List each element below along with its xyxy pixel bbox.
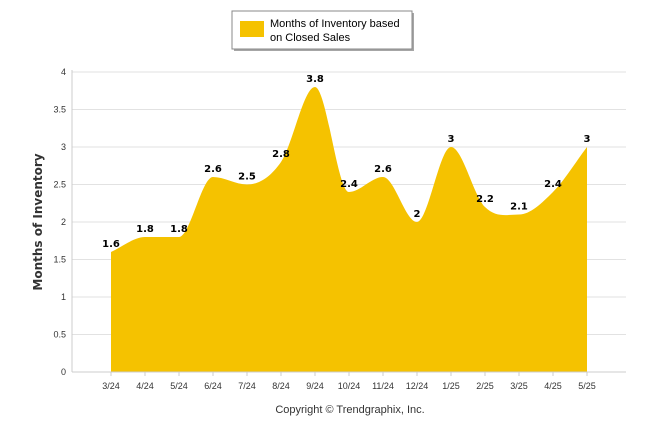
x-tick-label: 2/25: [476, 381, 494, 391]
x-tick-label: 3/24: [102, 381, 120, 391]
y-tick-label: 2.5: [53, 180, 66, 190]
x-tick-label: 12/24: [406, 381, 429, 391]
data-label: 1.6: [102, 239, 120, 250]
data-label: 2: [414, 209, 421, 220]
x-tick-label: 4/24: [136, 381, 154, 391]
data-label: 2.4: [340, 179, 358, 190]
data-label: 2.5: [238, 172, 256, 183]
x-tick-label: 6/24: [204, 381, 222, 391]
y-axis-title: Months of Inventory: [31, 153, 45, 290]
x-tick-label: 1/25: [442, 381, 460, 391]
data-label: 1.8: [170, 224, 188, 235]
y-tick-label: 0.5: [53, 330, 66, 340]
data-label: 2.1: [510, 202, 528, 213]
y-tick-labels: 0 0.5 1 1.5 2 2.5 3 3.5 4: [53, 67, 66, 377]
x-tick-label: 5/24: [170, 381, 188, 391]
data-label: 3: [448, 134, 455, 145]
legend-label-line2: on Closed Sales: [270, 32, 351, 44]
legend-swatch: [240, 21, 264, 37]
x-tick-label: 10/24: [338, 381, 361, 391]
y-tick-label: 1: [61, 292, 66, 302]
x-tick-label: 8/24: [272, 381, 290, 391]
data-label: 2.4: [544, 179, 562, 190]
copyright-text: Copyright © Trendgraphix, Inc.: [275, 404, 424, 416]
y-tick-label: 3: [61, 142, 66, 152]
legend-label-line1: Months of Inventory based: [270, 18, 400, 30]
data-label: 2.8: [272, 149, 290, 160]
data-label: 2.2: [476, 194, 494, 205]
data-label: 2.6: [204, 164, 222, 175]
legend[interactable]: Months of Inventory based on Closed Sale…: [231, 10, 414, 51]
series-area: [111, 87, 587, 372]
x-tick-label: 4/25: [544, 381, 562, 391]
data-label: 3: [584, 134, 591, 145]
x-tick-label: 5/25: [578, 381, 596, 391]
y-tick-label: 2: [61, 217, 66, 227]
x-tick-label: 3/25: [510, 381, 528, 391]
data-label: 2.6: [374, 164, 392, 175]
x-tick-label: 7/24: [238, 381, 256, 391]
y-tick-label: 3.5: [53, 105, 66, 115]
data-label: 1.8: [136, 224, 154, 235]
data-label: 3.8: [306, 74, 324, 85]
x-tick-label: 9/24: [306, 381, 324, 391]
x-tick-label: 11/24: [372, 381, 394, 391]
data-labels: 1.6 1.8 1.8 2.6 2.5 2.8 3.8 2.4 2.6 2 3 2.2 2.1 2.4 3: [102, 74, 590, 250]
y-tick-label: 0: [61, 367, 66, 377]
y-tick-label: 1.5: [53, 255, 66, 265]
x-tick-labels: 3/24 4/24 5/24 6/24 7/24 8/24 9/24 10/24 11/24 12…: [102, 372, 596, 391]
y-tick-label: 4: [61, 67, 66, 77]
